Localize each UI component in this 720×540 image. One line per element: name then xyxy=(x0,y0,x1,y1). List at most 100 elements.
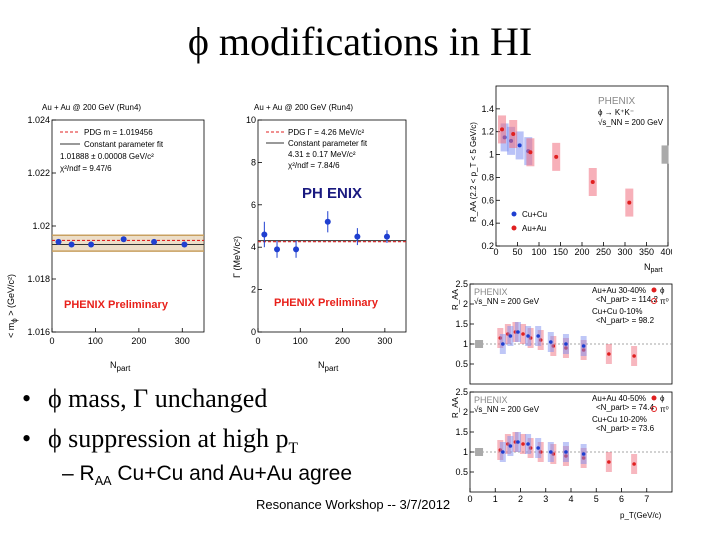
raa-top-y-ticks: 0.5 1 1.5 2 2.5 xyxy=(455,280,474,369)
bullet-text: ϕ mass, Γ unchanged xyxy=(48,384,268,413)
width-point xyxy=(383,233,390,240)
raa-top-norm-box xyxy=(475,340,484,348)
raa-bottom-point xyxy=(581,452,586,456)
mass-chart: Au + Au @ 200 GeV (Run4) 1.0161.0181.021… xyxy=(6,103,205,373)
ratio-x-tick-label: 250 xyxy=(596,247,611,257)
raa-bottom-y-tick-label: 2.5 xyxy=(455,388,468,397)
ratio-norm-box xyxy=(661,145,669,164)
bullet-item: • ϕ suppression at high pT xyxy=(22,424,298,464)
ratio-point xyxy=(500,127,505,132)
raa-top-point xyxy=(516,330,520,334)
ratio-point xyxy=(511,132,516,136)
mass-legend-chi2: χ²/ndf = 9.47/6 xyxy=(60,164,112,173)
width-y-tick-label: 2 xyxy=(251,285,256,295)
raa-top-figure: 0.5 1 1.5 2 2.5 PHENIX √s_NN = 200 GeV Au+Au… xyxy=(448,280,676,388)
raa-bottom-point xyxy=(632,462,636,466)
raa-top-point xyxy=(549,340,553,344)
raa-top-y-tick-label: 2 xyxy=(463,299,468,309)
ratio-chart: 0.2 0.4 0.6 0.8 1 1.2 1.4 0 50 100 150 200 250 300 35… xyxy=(469,85,672,274)
raa-top-point xyxy=(501,342,505,346)
mass-x-ticks: 0 100 200 300 xyxy=(49,328,190,346)
bullet-marker: • xyxy=(22,424,32,453)
ratio-y-ticks: 0.2 0.4 0.6 0.8 1 1.2 1.4 xyxy=(481,104,500,251)
mass-point xyxy=(55,238,62,245)
mass-x-tick-label: 300 xyxy=(175,336,190,346)
mass-x-tick-label: 100 xyxy=(88,336,103,346)
sub-bullet: – RAA Cu+Cu and Au+Au agree xyxy=(62,462,352,488)
raa-bottom-x-label: p_T(GeV/c) xyxy=(620,511,662,520)
ratio-y-tick-label: 1.4 xyxy=(481,104,494,114)
raa-top-y-tick-label: 1 xyxy=(463,339,468,349)
mass-data-points xyxy=(55,236,188,248)
ratio-point xyxy=(528,150,533,155)
raa-top-axes-frame xyxy=(469,283,673,385)
mass-figure: Au + Au @ 200 GeV (Run4) 1.016 1.018 1.02 1… xyxy=(0,98,212,384)
raa-bottom-x-tick-label: 1 xyxy=(493,494,498,504)
raa-top-point xyxy=(607,352,611,356)
ratio-point xyxy=(590,180,595,184)
raa-bottom-point xyxy=(549,450,553,454)
raa-bottom-y-tick-label: 0.5 xyxy=(455,467,468,477)
width-chart: Au + Au @ 200 GeV (Run4) 0 2 4 6 8 10 0 100 200… xyxy=(232,103,407,373)
raa-top-legend-energy: √s_NN = 200 GeV xyxy=(474,297,540,306)
sub-bullet-marker: – xyxy=(62,462,74,485)
mass-y-tick-label: 1.018 xyxy=(27,274,50,284)
raa-bottom-point xyxy=(564,450,568,454)
ratio-point xyxy=(627,200,632,205)
ratio-axes-frame xyxy=(495,85,669,247)
raa-top-data-points xyxy=(475,322,638,366)
mass-legend-value: 1.01888 ± 0.00008 GeV/c² xyxy=(60,152,154,161)
raa-bottom-norm-box xyxy=(475,448,484,456)
raa-bottom-point xyxy=(526,442,530,446)
raa-top-point xyxy=(508,334,513,338)
raa-bottom-point xyxy=(607,460,611,464)
width-x-tick-label: 100 xyxy=(293,336,308,346)
width-point xyxy=(261,231,268,238)
mass-error-band xyxy=(52,235,204,252)
width-legend-chi2: χ²/ndf = 7.84/6 xyxy=(288,161,340,170)
ratio-point xyxy=(554,154,559,159)
width-x-tick-label: 200 xyxy=(335,336,350,346)
raa-bottom-entry-auau: Au+Au 40-50% xyxy=(592,394,646,403)
ratio-legend-title: PHENIX xyxy=(598,96,636,107)
raa-bottom-pi0-marker xyxy=(651,406,657,412)
ratio-point xyxy=(517,143,522,148)
ratio-data-points xyxy=(498,115,669,217)
width-y-label: Γ (MeV/c²) xyxy=(232,236,242,278)
raa-top-point xyxy=(521,332,525,336)
sub-bullet-subscript: AA xyxy=(94,474,112,489)
footer: Resonance Workshop -- 3/7/2012 xyxy=(256,497,451,512)
mass-point xyxy=(88,241,95,248)
raa-bottom-x-tick-label: 2 xyxy=(518,494,523,504)
width-title: Au + Au @ 200 GeV (Run4) xyxy=(254,103,353,112)
width-y-tick-label: 0 xyxy=(251,327,256,337)
mass-x-tick-label: 200 xyxy=(131,336,146,346)
mass-y-tick-label: 1.02 xyxy=(32,221,50,231)
raa-bottom-x-tick-label: 3 xyxy=(543,494,548,504)
raa-top-chart: 0.5 1 1.5 2 2.5 PHENIX √s_NN = 200 GeV Au+Au… xyxy=(451,280,673,385)
bullet-subscript: T xyxy=(288,440,298,458)
width-y-tick-label: 4 xyxy=(251,242,256,252)
mass-y-tick-label: 1.024 xyxy=(27,115,50,125)
mass-y-tick-label: 1.022 xyxy=(27,168,50,178)
ratio-y-label: R_AA (2.2 < p_T < 5 GeV/c) xyxy=(469,122,478,222)
width-legend-value: 4.31 ± 0.17 MeV/c² xyxy=(288,150,356,159)
width-y-tick-label: 8 xyxy=(251,157,256,167)
raa-top-point xyxy=(536,334,540,338)
mass-y-label: < mϕ > (GeV/c²) xyxy=(6,274,19,338)
raa-bottom-point xyxy=(508,444,513,448)
width-point xyxy=(354,233,361,240)
sub-bullet-pre: R xyxy=(79,462,95,485)
raa-bottom-legend-energy: √s_NN = 200 GeV xyxy=(474,405,540,414)
ratio-x-tick-label: 50 xyxy=(512,247,522,257)
width-y-tick-label: 10 xyxy=(246,115,256,125)
ratio-legend-auau-marker xyxy=(511,225,517,231)
raa-bottom-entry-cucu: Cu+Cu 10-20% xyxy=(592,415,647,424)
width-figure: Au + Au @ 200 GeV (Run4) 0 2 4 6 8 10 0 100 200… xyxy=(214,98,410,384)
width-x-tick-label: 0 xyxy=(255,336,260,346)
width-x-tick-label: 300 xyxy=(377,336,392,346)
raa-bottom-pi0-label: π⁰ xyxy=(660,405,669,414)
ratio-legend-auau: Au+Au xyxy=(522,224,546,233)
width-preliminary-label: PHENIX Preliminary xyxy=(274,297,379,309)
mass-point xyxy=(68,241,75,248)
